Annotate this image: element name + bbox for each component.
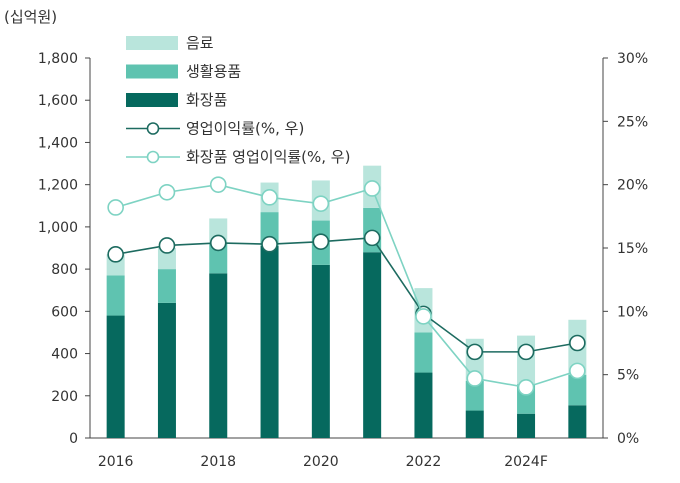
legend-label: 화장품 영업이익률(%, 우) [186, 148, 350, 166]
bar-segment [209, 273, 228, 438]
legend-swatch [126, 36, 178, 50]
series-line [115, 237, 578, 353]
bar-segment [465, 381, 484, 411]
bar-segment [517, 413, 536, 438]
legend-label: 영업이익률(%, 우) [186, 120, 304, 138]
axes: 0 200 400 600 800 1,000 1,200 1,400 1,600 1,800 0%… [38, 51, 648, 470]
legend-label: 음료 [186, 34, 214, 52]
legend-marker [146, 122, 160, 135]
line-point [466, 370, 484, 387]
left-tick-label: 1,400 [38, 135, 78, 151]
right-tick-label: 5% [617, 368, 639, 384]
right-tick-label: 15% [617, 241, 648, 257]
legend-label: 생활용품 [186, 63, 241, 81]
lines [107, 176, 586, 396]
right-tick-label: 10% [617, 304, 648, 320]
left-tick-label: 1,000 [38, 220, 78, 236]
line-point [363, 180, 381, 197]
left-tick-label: 1,800 [38, 51, 78, 67]
left-tick-label: 1,600 [38, 93, 78, 109]
right-tick-label: 0% [617, 431, 639, 447]
left-tick-label: 400 [51, 347, 78, 363]
bar-segment [157, 302, 176, 438]
bar-segment [363, 252, 382, 438]
line-point [312, 233, 330, 250]
x-tick-label: 2024F [504, 454, 548, 470]
line-point [209, 176, 227, 193]
left-tick-label: 0 [69, 431, 78, 447]
x-tick-label: 2016 [98, 454, 134, 470]
x-tick-label: 2020 [303, 454, 339, 470]
line-point [261, 235, 278, 253]
left-tick-label: 200 [51, 389, 78, 405]
x-tick-label: 2018 [200, 454, 236, 470]
legend-swatch [126, 64, 178, 79]
right-tick-label: 25% [617, 114, 648, 130]
bar-segment [106, 275, 125, 316]
line-point [158, 237, 176, 254]
legend-swatch [126, 93, 178, 107]
x-tick-label: 2022 [406, 454, 442, 470]
legend-marker [146, 150, 160, 164]
line-point [517, 379, 535, 396]
bar-segment [311, 264, 330, 438]
line-point [569, 334, 586, 352]
bar-segment [414, 372, 433, 438]
bars [106, 165, 587, 438]
bar-segment [568, 405, 587, 438]
left-tick-label: 600 [51, 304, 78, 320]
line-point [517, 343, 535, 361]
line-point [569, 362, 586, 380]
legend-label: 화장품 [186, 91, 227, 109]
line-point [415, 308, 432, 325]
right-tick-label: 30% [617, 51, 648, 67]
line-point [466, 343, 484, 361]
bar-segment [209, 243, 228, 274]
line-point [209, 234, 227, 252]
line-point [158, 183, 176, 201]
series-line [115, 183, 578, 389]
left-tick-label: 1,200 [38, 178, 78, 194]
line-point [363, 229, 381, 247]
bar-segment [260, 245, 279, 438]
bar-segment [106, 315, 125, 438]
unit-label: (십억원) [4, 8, 57, 26]
bar-segment [414, 332, 433, 373]
bar-segment [157, 269, 176, 303]
bar-segment [568, 374, 587, 406]
line-point [312, 195, 330, 212]
bar-segment [465, 410, 484, 438]
bar-segment [157, 248, 176, 270]
right-tick-label: 20% [617, 178, 648, 194]
left-tick-label: 800 [51, 262, 78, 278]
line-point [107, 199, 124, 216]
line-point [261, 189, 278, 206]
line-point [107, 246, 124, 263]
